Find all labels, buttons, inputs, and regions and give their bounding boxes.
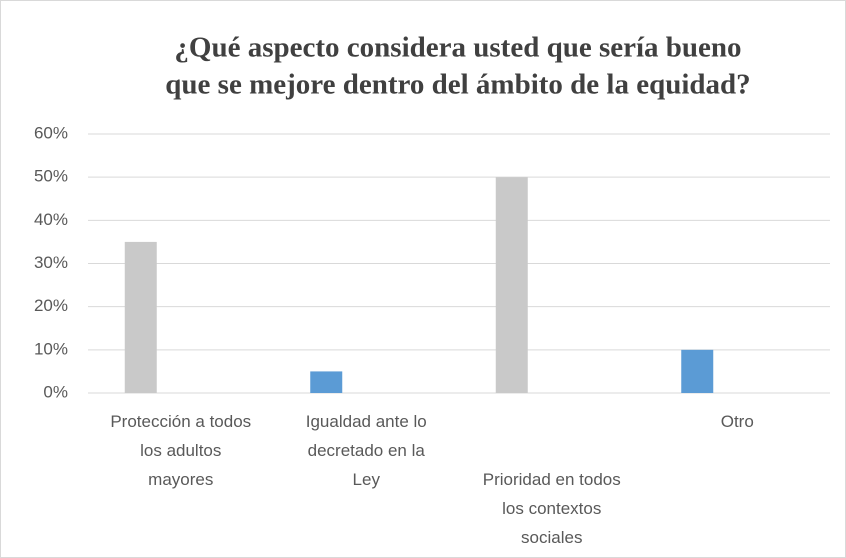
x-tick-label-line: los contextos (502, 499, 601, 518)
x-tick-label: Otro (721, 412, 754, 431)
x-tick-label-line: Protección a todos (110, 412, 251, 431)
x-tick-label-line: mayores (148, 470, 213, 489)
y-tick-label: 20% (34, 296, 68, 315)
x-tick-label-line: Otro (721, 412, 754, 431)
x-tick-label: Prioridad en todos los contextos sociales (483, 470, 621, 547)
y-tick-label: 30% (34, 253, 68, 272)
chart-title: ¿Qué aspecto considera usted que sería b… (174, 32, 741, 64)
x-tick-label-line: Ley (353, 470, 381, 489)
x-tick-label: Igualdad ante lo decretado en la Ley (306, 412, 427, 489)
bar (495, 177, 528, 393)
bar (681, 349, 714, 393)
bar (310, 371, 343, 393)
x-tick-label: Protección a todos los adultos mayores (110, 412, 251, 489)
x-tick-label-line: Prioridad en todos (483, 470, 621, 489)
chart-title: que se mejore dentro del ámbito de la eq… (165, 69, 750, 101)
x-tick-label-line: Igualdad ante lo (306, 412, 427, 431)
y-tick-label: 40% (34, 210, 68, 229)
x-tick-label-line: sociales (521, 528, 582, 547)
x-tick-label-line: decretado en la (308, 441, 426, 460)
y-tick-label: 10% (34, 339, 68, 358)
x-tick-label-line: los adultos (140, 441, 221, 460)
bar (124, 241, 157, 393)
y-tick-label: 60% (34, 123, 68, 142)
y-tick-label: 50% (34, 167, 68, 186)
y-tick-label: 0% (43, 382, 68, 401)
